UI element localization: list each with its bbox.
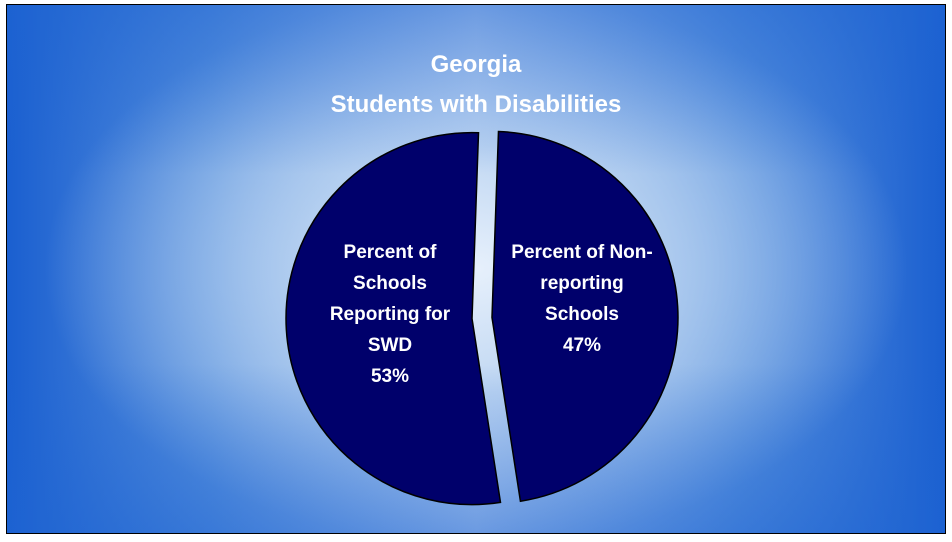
pie-slice-reporting <box>285 131 502 506</box>
slice-label-line: Schools <box>353 273 427 294</box>
chart-subtitle: Students with Disabilities <box>330 91 622 118</box>
slice-label-line: reporting <box>540 273 623 294</box>
slice-label-line: Reporting for <box>330 304 451 325</box>
slice-label-non-reporting: Percent of Non-reporting Schools 47% <box>511 242 652 356</box>
pie-slice-non-reporting <box>491 130 679 503</box>
slice-percent-label: 47% <box>563 335 601 356</box>
slice-percent-label: 53% <box>371 366 409 387</box>
slice-label-line: SWD <box>368 335 412 356</box>
slice-label-reporting: Percent of Schools Reporting for SWD 53% <box>330 242 451 387</box>
chart-title: Georgia <box>430 51 522 78</box>
slice-label-line: Percent of <box>344 242 438 263</box>
slice-label-line: Percent of Non- <box>511 242 652 263</box>
slice-label-line: Schools <box>545 304 619 325</box>
